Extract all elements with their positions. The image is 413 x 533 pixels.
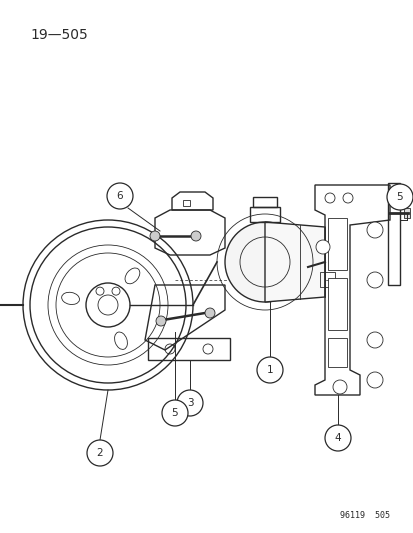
Text: 1: 1	[266, 365, 273, 375]
Text: 6: 6	[116, 191, 123, 201]
Circle shape	[190, 231, 201, 241]
Circle shape	[315, 240, 329, 254]
Polygon shape	[327, 278, 346, 330]
Circle shape	[386, 184, 412, 210]
Polygon shape	[403, 208, 409, 218]
Circle shape	[366, 272, 382, 288]
Ellipse shape	[62, 292, 79, 304]
Text: 2: 2	[97, 448, 103, 458]
Text: 5: 5	[171, 408, 178, 418]
Circle shape	[161, 400, 188, 426]
Circle shape	[96, 287, 104, 295]
Text: 3: 3	[186, 398, 193, 408]
Circle shape	[204, 308, 214, 318]
Text: 96119  505: 96119 505	[339, 511, 389, 520]
Circle shape	[366, 332, 382, 348]
Text: 4: 4	[334, 433, 340, 443]
Circle shape	[366, 372, 382, 388]
Circle shape	[156, 316, 166, 326]
Ellipse shape	[125, 268, 140, 284]
Circle shape	[366, 222, 382, 238]
Circle shape	[87, 440, 113, 466]
Ellipse shape	[114, 332, 127, 350]
Polygon shape	[264, 222, 324, 302]
Circle shape	[324, 425, 350, 451]
Text: 5: 5	[396, 192, 402, 202]
Circle shape	[177, 390, 202, 416]
Polygon shape	[327, 218, 346, 270]
Polygon shape	[327, 338, 346, 367]
Circle shape	[112, 287, 120, 295]
Circle shape	[256, 357, 282, 383]
Text: 19—505: 19—505	[30, 28, 88, 42]
Circle shape	[150, 231, 159, 241]
Circle shape	[107, 183, 133, 209]
Circle shape	[224, 222, 304, 302]
